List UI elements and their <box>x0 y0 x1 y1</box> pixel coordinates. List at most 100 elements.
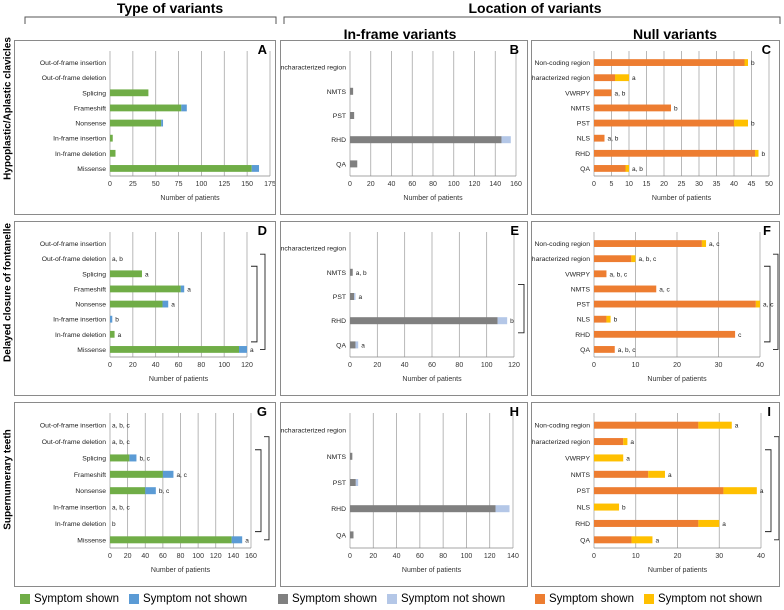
type-of-variants-header: Type of variants <box>116 0 224 16</box>
category-label: Missense <box>77 347 106 354</box>
panel-letter: F <box>763 223 771 238</box>
category-label: VWRPY <box>565 455 590 462</box>
chart-e: 0 20 40 60 80 100 120 Number of patients Unchara… <box>281 232 528 383</box>
significance-annotation: a, b, c <box>112 439 130 446</box>
significance-annotation: b, c <box>159 488 170 495</box>
x-tick-label: 40 <box>152 362 160 369</box>
x-tick-label: 120 <box>508 362 520 369</box>
significance-annotation: a <box>626 455 630 462</box>
category-label: PST <box>333 480 346 487</box>
category-label: RHD <box>331 318 346 325</box>
x-tick-label: 0 <box>592 553 596 560</box>
x-tick-label: 75 <box>175 181 183 188</box>
row-label-fontanelle: Delayed closure of fontanelle <box>2 223 14 362</box>
x-axis-label: Number of patients <box>652 195 712 202</box>
bar-symptom-not-shown <box>239 346 247 353</box>
category-label: Out-of-frame deletion <box>42 439 106 446</box>
legend-label: Symptom shown <box>292 593 378 605</box>
x-tick-label: 45 <box>748 181 756 188</box>
x-tick-label: 100 <box>192 553 204 560</box>
panel-c: 0 5 10 15 20 25 30 35 40 45 50 Number of patients No… <box>531 40 780 215</box>
category-label: In-frame deletion <box>55 332 106 339</box>
bar-symptom-not-shown <box>497 317 508 325</box>
category-label: Uncharacterized region <box>532 256 590 263</box>
significance-annotation: a <box>722 521 726 528</box>
category-label: NMTS <box>327 270 347 277</box>
bar-symptom-shown <box>350 505 496 513</box>
legend-type: Symptom shown Symptom not shown <box>20 593 257 605</box>
significance-annotation: b, c <box>139 455 150 462</box>
bar-symptom-shown <box>110 536 232 544</box>
x-tick-label: 100 <box>218 362 230 369</box>
bar-symptom-shown <box>594 285 657 293</box>
x-tick-label: 80 <box>177 553 185 560</box>
chart-b: 0 20 40 60 80 100 120 140 160 Number of patients U… <box>281 51 522 202</box>
category-label: RHD <box>575 332 590 339</box>
bar-symptom-not-shown <box>162 470 174 478</box>
bar-symptom-shown <box>110 89 149 97</box>
category-label: Nonsense <box>75 488 106 495</box>
significance-annotation: a, b, c <box>112 505 130 512</box>
significance-annotation: a <box>187 286 191 293</box>
x-tick-label: 20 <box>129 362 137 369</box>
x-tick-label: 80 <box>429 181 437 188</box>
significance-annotation: a, b, c <box>639 256 657 263</box>
bar-symptom-shown <box>594 519 699 527</box>
category-label: Uncharacterized region <box>532 75 590 82</box>
x-tick-label: 40 <box>756 362 764 369</box>
bar-symptom-shown <box>350 160 358 168</box>
bar-symptom-not-shown <box>145 487 156 495</box>
category-label: NLS <box>577 317 591 324</box>
x-tick-label: 140 <box>228 553 240 560</box>
bar-symptom-shown <box>594 104 671 112</box>
bar-symptom-shown <box>594 240 702 247</box>
x-tick-label: 120 <box>469 181 481 188</box>
bar-symptom-shown <box>350 531 354 539</box>
x-tick-label: 40 <box>757 553 765 560</box>
category-label: Splicing <box>82 455 106 462</box>
x-tick-label: 120 <box>241 362 253 369</box>
bar-symptom-not-shown <box>594 454 624 462</box>
x-axis-label: Number of patients <box>402 376 462 383</box>
x-tick-label: 0 <box>592 362 596 369</box>
bar-symptom-shown <box>350 136 502 144</box>
x-tick-label: 50 <box>152 181 160 188</box>
bar-symptom-not-shown <box>625 165 629 172</box>
bar-symptom-shown <box>110 285 181 293</box>
bar-symptom-shown <box>110 300 163 308</box>
significance-annotation: a <box>361 342 365 349</box>
bar-symptom-shown <box>110 270 142 278</box>
significance-annotation: b <box>115 317 119 324</box>
significance-bracket <box>527 265 528 345</box>
bar-symptom-not-shown <box>110 315 113 323</box>
legend-label: Symptom not shown <box>658 593 763 605</box>
category-label: Non-coding region <box>534 423 590 430</box>
legend-swatch <box>129 594 140 604</box>
x-tick-label: 120 <box>484 553 496 560</box>
panel-letter: E <box>510 223 519 238</box>
category-label: Uncharacterized region <box>281 65 346 72</box>
category-label: QA <box>580 166 590 173</box>
panel-d: 0 20 40 60 80 100 120 Number of patients Out-of-… <box>14 221 276 396</box>
bar-symptom-shown <box>110 134 113 142</box>
significance-bracket <box>260 253 266 350</box>
significance-annotation: a, c <box>709 241 720 248</box>
bar-symptom-not-shown <box>623 438 628 446</box>
bar-symptom-shown <box>350 479 356 486</box>
category-label: Frameshift <box>74 286 106 293</box>
legend-label: Symptom not shown <box>401 593 506 605</box>
bar-symptom-shown <box>594 149 755 157</box>
bar-symptom-shown <box>594 89 612 97</box>
bar-symptom-not-shown <box>355 341 359 349</box>
category-label: NLS <box>577 136 591 143</box>
bar-symptom-shown <box>350 317 498 325</box>
significance-annotation: a <box>171 302 175 309</box>
category-label: In-frame insertion <box>53 136 106 143</box>
significance-bracket <box>518 283 525 334</box>
row-label-teeth: Supernumerary teeth <box>2 429 14 530</box>
x-tick-label: 40 <box>388 181 396 188</box>
bar-symptom-shown <box>594 346 615 353</box>
location-of-variants-header: Location of variants <box>468 0 602 16</box>
legend-inframe: Symptom shown Symptom not shown <box>278 593 515 605</box>
